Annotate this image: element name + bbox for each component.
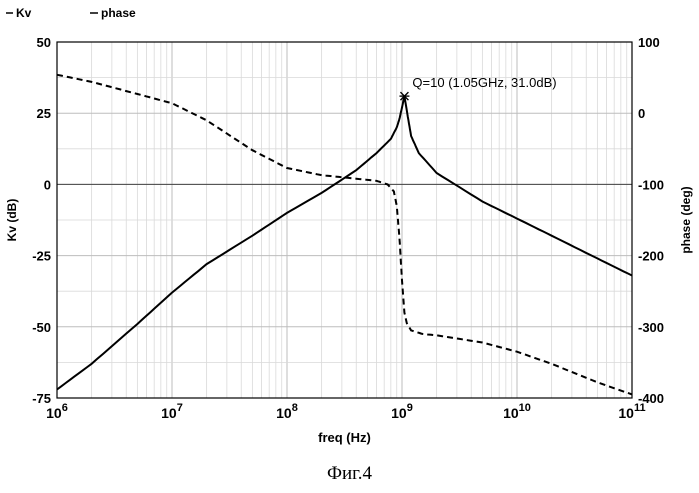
x-tick-base: 10 [46, 405, 62, 421]
y-right-tick-label: -100 [638, 177, 664, 192]
y-right-tick-label: -200 [638, 249, 664, 264]
x-tick-label: 109 [391, 402, 413, 421]
x-tick-label: 108 [276, 402, 298, 421]
x-tick-labels: 10610710810910101011 [46, 402, 645, 421]
y-left-tick-label: 25 [37, 106, 51, 121]
legend-label-kv: Kv [16, 6, 32, 20]
y-right-axis-label: phase (deg) [679, 186, 693, 253]
series-line-phase [57, 75, 632, 395]
x-tick-exponent: 6 [62, 402, 68, 414]
y-right-tick-label: -400 [638, 391, 664, 406]
legend: Kv phase [6, 6, 136, 20]
y-right-tick-labels: 100 0 -100 -200 -300 -400 [638, 35, 664, 406]
y-right-tick-label: -300 [638, 320, 664, 335]
x-tick-label: 107 [161, 402, 183, 421]
peak-annotation: Q=10 (1.05GHz, 31.0dB) [412, 75, 556, 90]
grid [57, 42, 632, 398]
y-left-tick-labels: 50 25 0 -25 -50 -75 [32, 35, 51, 406]
legend-label-phase: phase [101, 6, 136, 20]
y-left-axis-label: Kv (dB) [5, 199, 19, 242]
x-axis-label: freq (Hz) [318, 430, 371, 445]
frequency-response-chart: Kv phase 10610710810910101011 50250-25-5… [0, 0, 699, 470]
y-right-tick-label: 0 [638, 106, 645, 121]
y-left-tick-label: -75 [32, 391, 51, 406]
y-right-tick-label: 100 [638, 35, 660, 50]
series-line-kv [57, 96, 632, 389]
y-left-tick-label: 50 [37, 35, 51, 50]
y-left-tick-label: -25 [32, 249, 51, 264]
y-left-tick-label: 0 [44, 177, 51, 192]
x-tick-label: 1010 [503, 402, 531, 421]
x-tick-base: 10 [276, 405, 292, 421]
y-left-tick-label: -50 [32, 320, 51, 335]
x-tick-base: 10 [391, 405, 407, 421]
figure-caption: Фиг.4 [0, 463, 699, 485]
x-tick-exponent: 7 [177, 402, 183, 414]
x-tick-exponent: 10 [519, 402, 531, 414]
x-tick-base: 10 [618, 405, 634, 421]
x-tick-exponent: 8 [292, 402, 298, 414]
x-tick-exponent: 9 [407, 402, 413, 414]
x-tick-base: 10 [503, 405, 519, 421]
x-tick-base: 10 [161, 405, 177, 421]
